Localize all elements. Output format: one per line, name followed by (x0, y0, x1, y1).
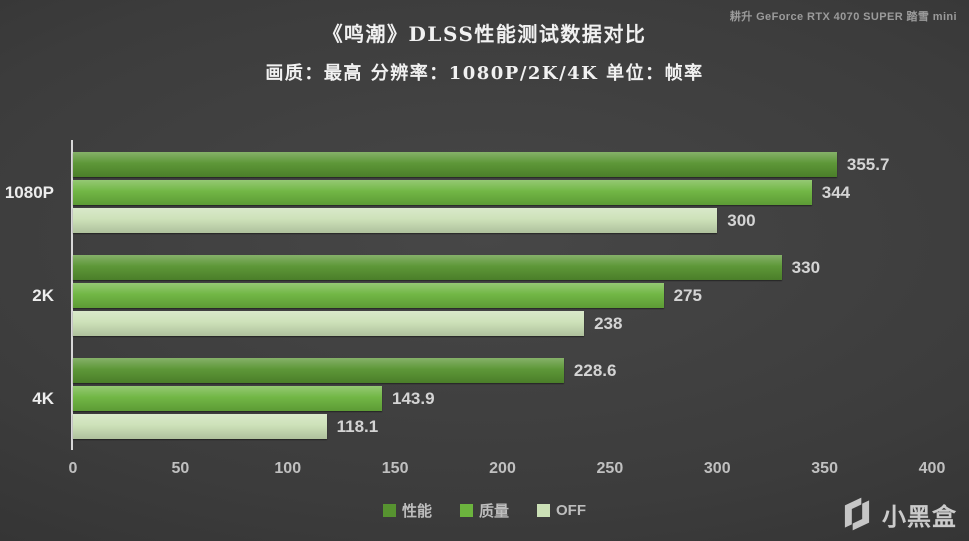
bar-value-label: 143.9 (392, 388, 435, 408)
x-axis-ticks: 0 50 100 150 200 250 300 350 400 (69, 460, 946, 482)
chart-title: 《鸣潮》DLSS性能测试数据对比 (322, 22, 647, 46)
bar-row: 275 (73, 283, 932, 308)
legend-label: 性能 (401, 503, 432, 520)
chart-header: 《鸣潮》DLSS性能测试数据对比 画质：最高 分辨率：1080P/2K/4K 单… (0, 18, 969, 85)
bar-row: 228.6 (73, 358, 932, 383)
bar-性能 (73, 152, 837, 177)
x-tick-label: 400 (918, 460, 946, 477)
legend-item-OFF: OFF (537, 500, 586, 521)
bar-row: 330 (73, 255, 932, 280)
bar-OFF (73, 208, 718, 233)
legend: 性能 质量 OFF (0, 500, 969, 521)
bar-value-label: 300 (727, 210, 756, 230)
legend-item-性能: 性能 (382, 500, 432, 521)
bar-value-label: 355.7 (846, 154, 890, 174)
legend-swatch (460, 504, 473, 517)
category-label: 1080P (4, 182, 54, 202)
legend-label: OFF (556, 502, 587, 519)
x-tick-label: 50 (171, 460, 190, 477)
y-axis-line (71, 140, 73, 450)
bar-value-label: 275 (673, 285, 702, 305)
x-tick-label: 300 (703, 460, 731, 477)
bar-质量 (73, 283, 664, 308)
bar-row: 355.7 (73, 152, 932, 177)
bar-group-1080P: 1080P 355.7 344 300 (5, 152, 932, 233)
x-tick-label: 0 (68, 460, 78, 477)
bar-性能 (73, 358, 564, 383)
bar-row: 238 (73, 311, 932, 336)
legend-label: 质量 (479, 503, 510, 520)
x-tick-label: 250 (596, 460, 624, 477)
bar-row: 300 (73, 208, 932, 233)
legend-swatch (382, 504, 396, 517)
legend-swatch (537, 504, 551, 517)
gpu-watermark: 耕升 GeForce RTX 4070 SUPER 踏雪 mini (729, 11, 957, 23)
bar-OFF (73, 414, 327, 439)
bar-group-4K: 4K 228.6 143.9 118.1 (32, 358, 932, 439)
bar-value-label: 344 (821, 182, 851, 202)
bar-row: 344 (73, 180, 932, 205)
bar-value-label: 118.1 (336, 416, 379, 436)
brand-logo: 小黑盒 (838, 495, 957, 533)
x-tick-label: 350 (811, 460, 838, 477)
bar-value-label: 330 (791, 257, 821, 277)
x-tick-label: 100 (274, 460, 302, 477)
bar-chart: 1080P 355.7 344 300 2K 330 275 238 4K 228.6 143.9 1… (0, 140, 969, 500)
bar-value-label: 238 (594, 313, 623, 333)
category-label: 2K (32, 285, 54, 305)
bar-group-2K: 2K 330 275 238 (32, 255, 932, 336)
bar-质量 (73, 386, 383, 411)
chart-subtitle: 画质：最高 分辨率：1080P/2K/4K 单位：帧率 (265, 63, 704, 84)
bar-row: 118.1 (73, 414, 932, 439)
legend-item-质量: 质量 (460, 500, 509, 521)
category-label: 4K (32, 388, 54, 408)
brand-name: 小黑盒 (882, 503, 957, 531)
x-tick-label: 150 (381, 460, 409, 477)
bar-性能 (73, 255, 782, 280)
bar-value-label: 228.6 (573, 360, 617, 380)
plot-area: 1080P 355.7 344 300 2K 330 275 238 4K 228.6 143.9 1… (5, 140, 932, 461)
heybox-logo-icon (844, 497, 870, 531)
x-tick-label: 200 (489, 460, 516, 477)
bar-OFF (73, 311, 585, 336)
bar-row: 143.9 (73, 386, 932, 411)
bar-质量 (73, 180, 812, 205)
